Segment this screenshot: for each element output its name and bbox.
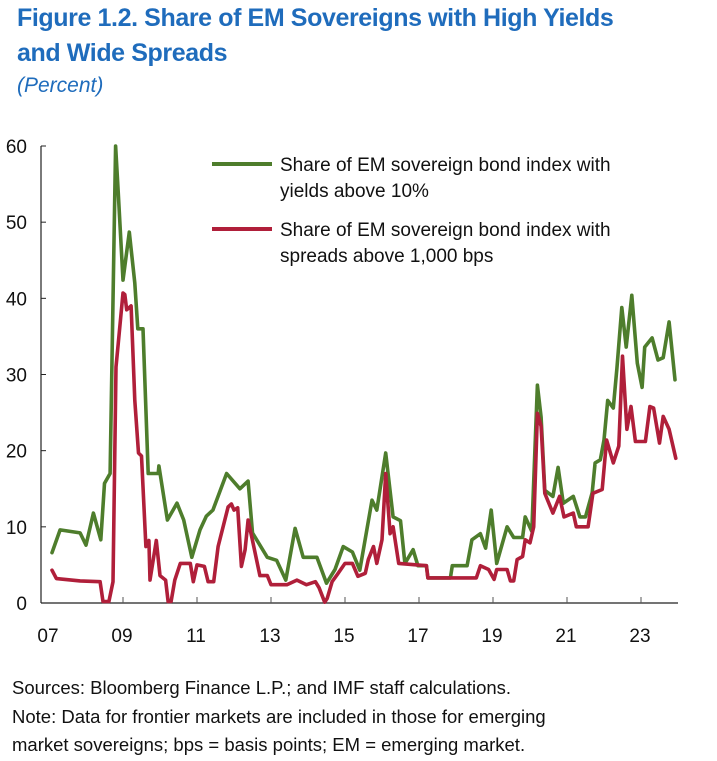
footnote-line1: Note: Data for frontier markets are incl…	[12, 706, 546, 727]
x-tick-label: 21	[555, 626, 576, 647]
series-line-yields-above-10	[50, 144, 677, 586]
axes: 0 10 20 30 40 50 60 07 09 11 13 15 17 19 21 23	[6, 137, 678, 647]
y-tick-label: 40	[6, 289, 27, 310]
y-tick-label: 50	[6, 213, 27, 234]
x-tick-label: 11	[186, 626, 206, 647]
series-lines	[50, 144, 678, 605]
legend-label-spreads-line2: spreads above 1,000 bps	[280, 246, 493, 267]
y-tick-label: 20	[6, 442, 27, 463]
footnote-line2: market sovereigns; bps = basis points; E…	[12, 734, 526, 755]
chart-title-line2: and Wide Spreads	[17, 39, 228, 67]
x-tick-label: 17	[407, 626, 428, 647]
x-tick-label: 23	[629, 626, 650, 647]
legend-label-yields-line1: Share of EM sovereign bond index with	[280, 155, 611, 176]
y-tick-label: 0	[16, 594, 27, 615]
x-tick-label: 07	[37, 626, 58, 647]
chart-subtitle: (Percent)	[17, 74, 104, 97]
x-tick-label: 15	[333, 626, 354, 647]
legend: Share of EM sovereign bond index with yi…	[212, 155, 611, 267]
x-tick-label: 13	[259, 626, 280, 647]
x-tick-label: 09	[111, 626, 132, 647]
legend-label-yields-line2: yields above 10%	[280, 181, 429, 202]
series-line-spreads-above-1000	[50, 291, 678, 605]
chart-title-line1: Figure 1.2. Share of EM Sovereigns with …	[17, 4, 614, 32]
legend-label-spreads-line1: Share of EM sovereign bond index with	[280, 220, 611, 241]
y-tick-label: 10	[6, 518, 27, 539]
y-tick-label: 60	[6, 137, 27, 158]
y-tick-label: 30	[6, 366, 27, 387]
sources-note: Sources: Bloomberg Finance L.P.; and IMF…	[12, 677, 512, 698]
x-tick-label: 19	[481, 626, 502, 647]
